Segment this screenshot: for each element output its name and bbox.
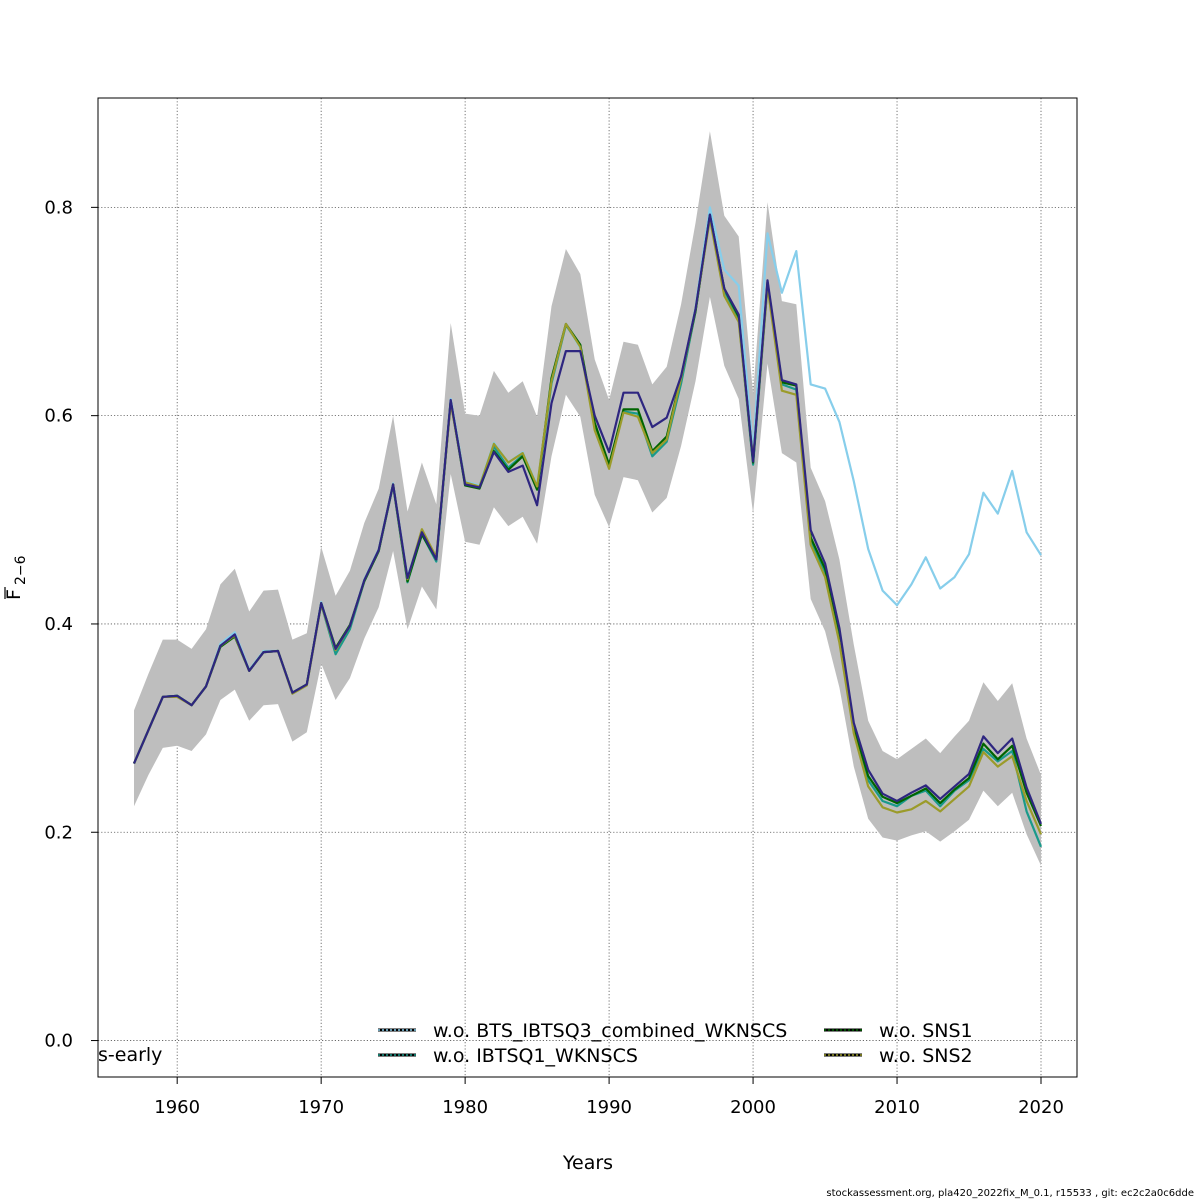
y-tick-label-0: 0.0 (44, 1031, 73, 1052)
confidence-band (134, 131, 1041, 866)
y-tick-label-2: 0.4 (44, 614, 73, 635)
x-axis: 1960 1970 1980 1990 2000 2010 2020 (154, 1077, 1064, 1118)
y-tick-label-1: 0.2 (44, 822, 73, 843)
plot-frame (97, 97, 1078, 1078)
grid (98, 98, 1077, 1077)
legend-label-2: w.o. SNS1 (879, 1020, 973, 1042)
x-tick-label-1990: 1990 (586, 1097, 632, 1118)
x-tick-label-1980: 1980 (442, 1097, 488, 1118)
series-line-3 (132, 217, 1043, 835)
y-axis-title-main: F (3, 589, 25, 600)
footer-text: stockassessment.org, pla420_2022fix_M_0.… (826, 1188, 1194, 1199)
x-tick-label-1960: 1960 (154, 1097, 200, 1118)
series-lines (132, 206, 1043, 848)
series-line-2 (132, 214, 1043, 827)
x-tick-label-2020: 2020 (1018, 1097, 1064, 1118)
legend: w.o. BTS_IBTSQ3_combined_WKNSCS w.o. IBTS… (378, 1020, 973, 1067)
series-line-4 (132, 213, 1043, 825)
y-tick-label-4: 0.8 (44, 197, 73, 218)
x-tick-label-2000: 2000 (730, 1097, 776, 1118)
legend-label-0: w.o. BTS_IBTSQ3_combined_WKNSCS (433, 1020, 787, 1042)
y-axis-title: F 2−6 (3, 555, 29, 600)
y-axis-title-subscript: 2−6 (13, 555, 29, 585)
x-tick-label-2010: 2010 (874, 1097, 920, 1118)
legend-label-1: w.o. IBTSQ1_WKNSCS (433, 1045, 638, 1067)
y-axis: 0.0 0.2 0.4 0.6 0.8 (44, 197, 98, 1052)
x-axis-title: Years (562, 1152, 613, 1174)
x-tick-label-1970: 1970 (298, 1097, 344, 1118)
corner-label: s-early (98, 1044, 162, 1066)
y-tick-label-3: 0.6 (44, 406, 73, 427)
series-line-1 (132, 213, 1043, 848)
legend-label-3: w.o. SNS2 (879, 1045, 973, 1067)
